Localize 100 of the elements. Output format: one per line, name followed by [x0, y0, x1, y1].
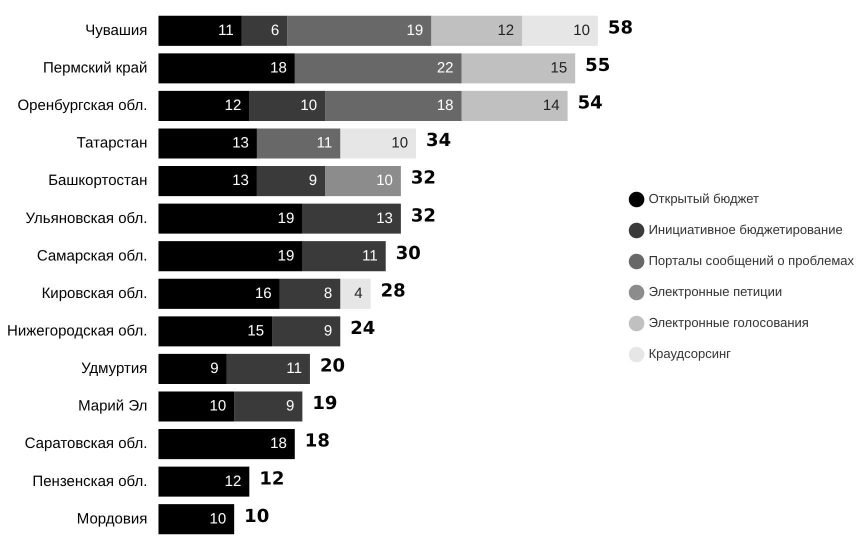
data-label: 19: [278, 210, 294, 227]
legend-label: Открытый бюджет: [648, 191, 760, 206]
bar: [340, 278, 371, 309]
y-tick-label: Оренбургская обл.: [17, 97, 148, 114]
total-label: 20: [320, 356, 346, 377]
data-label: 10: [209, 398, 226, 415]
data-label: 18: [436, 97, 454, 114]
data-label: 4: [354, 284, 363, 302]
bar: [431, 16, 522, 46]
data-label: 18: [270, 60, 287, 76]
bar: [158, 16, 242, 46]
bar: [158, 53, 295, 84]
y-tick-label: Пензенская обл.: [32, 472, 148, 490]
y-tick-label: Ульяновская обл.: [26, 210, 148, 227]
data-label: 11: [218, 22, 234, 39]
bar: [294, 53, 462, 84]
bar: [158, 241, 302, 272]
data-label: 13: [376, 210, 393, 227]
bar: [242, 16, 288, 46]
y-tick-label: Татарстан: [76, 134, 148, 152]
legend-label: Электронные петиции: [648, 284, 782, 300]
y-tick-label: Пермский край: [42, 60, 148, 76]
total-label: 24: [350, 318, 376, 340]
bar: [325, 90, 462, 121]
bar: [158, 166, 257, 196]
data-label: 10: [391, 134, 408, 152]
bar: [287, 16, 432, 46]
bar: [462, 90, 568, 121]
data-label: 13: [232, 134, 249, 152]
total-label: 28: [380, 280, 406, 302]
y-tick-label: Саратовская обл.: [24, 435, 148, 452]
y-tick-label: Мордовия: [76, 510, 148, 528]
data-label: 11: [316, 134, 332, 152]
bar: [226, 354, 310, 384]
legend-label: Порталы сообщений о проблемах: [648, 253, 854, 268]
data-label: 13: [232, 172, 249, 190]
data-label: 10: [376, 172, 393, 190]
data-label: 8: [324, 284, 332, 302]
total-label: 34: [426, 130, 452, 152]
bar: [158, 466, 250, 497]
data-label: 12: [224, 97, 242, 114]
data-label: 14: [542, 97, 560, 114]
bar: [158, 316, 272, 346]
bar: [462, 53, 576, 84]
bar: [158, 204, 302, 234]
bar: [280, 278, 340, 309]
total-label: 32: [410, 168, 436, 189]
data-label: 16: [254, 284, 272, 302]
bar: [522, 16, 598, 46]
y-tick-label: Удмуртия: [81, 360, 148, 378]
data-label: 10: [209, 510, 226, 528]
bar: [340, 128, 416, 159]
data-label: 11: [286, 360, 302, 378]
total-label: 55: [585, 55, 610, 76]
total-label: 32: [410, 205, 436, 226]
data-label: 10: [573, 22, 590, 39]
total-label: 30: [396, 242, 421, 264]
bar: [256, 166, 326, 196]
data-label: 12: [224, 472, 242, 490]
total-label: 12: [259, 468, 284, 490]
data-label: 9: [286, 398, 294, 415]
bar: [158, 354, 227, 384]
data-label: 19: [406, 22, 424, 39]
bar: [302, 241, 386, 272]
total-label: 54: [578, 92, 603, 114]
bar: [234, 391, 302, 422]
bar: [249, 90, 326, 121]
y-tick-label: Кировская обл.: [42, 284, 148, 302]
data-label: 10: [300, 97, 318, 114]
bar: [158, 90, 250, 121]
bar: [158, 278, 280, 309]
data-label: 9: [324, 322, 332, 340]
total-label: 58: [608, 17, 633, 38]
bar: [256, 128, 340, 159]
legend-label: Инициативное бюджетирование: [648, 222, 843, 238]
data-label: 15: [550, 60, 568, 76]
legend-label: Краудсорсинг: [648, 346, 732, 362]
data-label: 9: [210, 360, 219, 378]
y-tick-label: Нижегородская обл.: [6, 322, 148, 340]
data-label: 22: [436, 60, 454, 76]
data-label: 18: [270, 435, 287, 452]
y-tick-label: Марий Эл: [78, 398, 148, 415]
data-label: 11: [362, 247, 378, 264]
bar: [325, 166, 401, 196]
total-label: 18: [304, 430, 330, 452]
data-label: 6: [270, 22, 280, 39]
data-label: 9: [308, 172, 318, 190]
bar: [158, 391, 234, 422]
bar: [272, 316, 340, 346]
bar: [158, 128, 257, 159]
y-tick-label: Башкортостан: [48, 172, 148, 190]
bar: [302, 204, 401, 234]
data-label: 19: [278, 247, 294, 264]
y-tick-label: Чувашия: [85, 22, 148, 39]
total-label: 19: [312, 393, 338, 414]
legend-label: Электронные голосования: [648, 315, 809, 330]
bar: [158, 504, 234, 534]
total-label: 10: [244, 506, 270, 527]
data-label: 15: [247, 322, 264, 340]
y-tick-label: Самарская обл.: [36, 247, 148, 264]
